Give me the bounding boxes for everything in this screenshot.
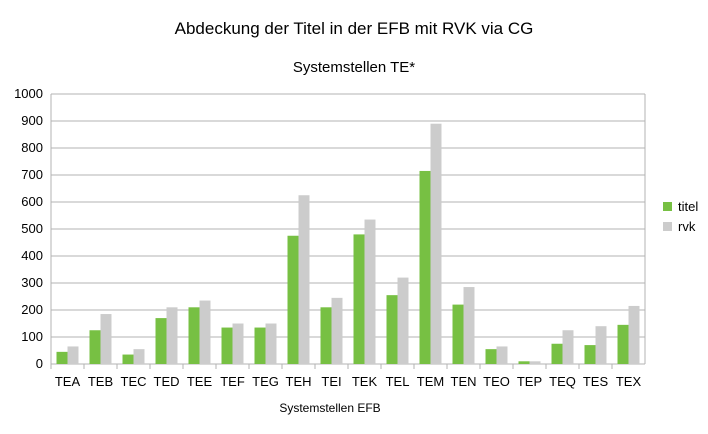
legend-label-rvk: rvk (678, 219, 696, 234)
bar-rvk-tep (529, 361, 541, 364)
bar-rvk-teg (265, 323, 277, 364)
x-tick-label: TEC (121, 374, 147, 389)
bar-titel-teh (287, 235, 299, 364)
bar-titel-tea (56, 351, 68, 364)
bar-titel-tes (584, 345, 596, 364)
bar-rvk-tec (133, 349, 145, 364)
bar-titel-teb (89, 330, 101, 364)
bar-rvk-ten (463, 287, 475, 364)
legend-swatch-rvk (663, 222, 672, 231)
legend-label-titel: titel (678, 199, 698, 214)
bar-rvk-tes (595, 326, 607, 364)
y-tick-label: 600 (21, 194, 43, 209)
bar-rvk-tel (397, 277, 409, 364)
y-tick-label: 1000 (14, 86, 43, 101)
bar-titel-ted (155, 318, 167, 364)
x-tick-label: TEH (286, 374, 312, 389)
legend: titel rvk (663, 199, 698, 234)
x-tick-label: TEK (352, 374, 378, 389)
bar-titel-teo (485, 349, 497, 364)
y-tick-label: 400 (21, 248, 43, 263)
x-axis-label: Systemstellen EFB (279, 401, 380, 415)
bar-rvk-tef (232, 323, 244, 364)
y-tick-label: 0 (36, 356, 43, 371)
bar-rvk-tea (67, 346, 79, 364)
y-tick-label: 900 (21, 113, 43, 128)
bar-titel-tel (386, 295, 398, 364)
bar-titel-tex (617, 324, 629, 364)
bar-rvk-tee (199, 300, 211, 364)
bar-titel-teq (551, 343, 563, 364)
x-tick-label: TES (583, 374, 609, 389)
x-tick-label: TEO (483, 374, 510, 389)
bar-titel-tep (518, 361, 530, 364)
x-tick-label: TEF (220, 374, 245, 389)
bar-rvk-tem (430, 123, 442, 364)
bar-titel-tek (353, 234, 365, 364)
bar-titel-teg (254, 327, 266, 364)
x-tick-label: TEG (252, 374, 279, 389)
bar-rvk-tei (331, 297, 343, 364)
x-tick-label: TEQ (549, 374, 576, 389)
bar-rvk-teq (562, 330, 574, 364)
bar-titel-tei (320, 307, 332, 364)
x-tick-label: TEN (451, 374, 477, 389)
x-tick-label: TEI (321, 374, 341, 389)
x-tick-label: TED (154, 374, 180, 389)
y-tick-label: 700 (21, 167, 43, 182)
bar-rvk-tek (364, 219, 376, 364)
bar-titel-tef (221, 327, 233, 364)
x-tick-label: TEL (386, 374, 410, 389)
bar-titel-tee (188, 307, 200, 364)
x-tick-label: TEM (417, 374, 444, 389)
y-tick-label: 300 (21, 275, 43, 290)
bar-rvk-teo (496, 346, 508, 364)
bar-rvk-teh (298, 195, 310, 364)
x-axis-ticks: TEA TEB TEC TED TEE TEF TEG TEH TEI TEK TEL TEM TEN T… (50, 364, 642, 389)
gridlines (50, 93, 646, 365)
bar-rvk-tex (628, 305, 640, 364)
bars (56, 123, 640, 364)
bar-rvk-teb (100, 314, 112, 364)
bar-rvk-ted (166, 307, 178, 364)
legend-swatch-titel (663, 202, 672, 211)
bar-titel-tem (419, 170, 431, 364)
y-tick-label: 800 (21, 140, 43, 155)
x-tick-label: TEB (88, 374, 113, 389)
x-tick-label: TEA (55, 374, 81, 389)
x-tick-label: TEE (187, 374, 213, 389)
chart-title: Abdeckung der Titel in der EFB mit RVK v… (175, 19, 534, 38)
chart-subtitle: Systemstellen TE* (293, 59, 415, 76)
bar-titel-ten (452, 304, 464, 364)
y-tick-label: 200 (21, 302, 43, 317)
y-tick-label: 100 (21, 329, 43, 344)
bar-titel-tec (122, 354, 134, 364)
x-tick-label: TEP (517, 374, 542, 389)
x-tick-label: TEX (616, 374, 642, 389)
y-tick-label: 500 (21, 221, 43, 236)
y-axis-ticks: 0 100 200 300 400 500 600 700 800 900 1000 (14, 86, 43, 371)
